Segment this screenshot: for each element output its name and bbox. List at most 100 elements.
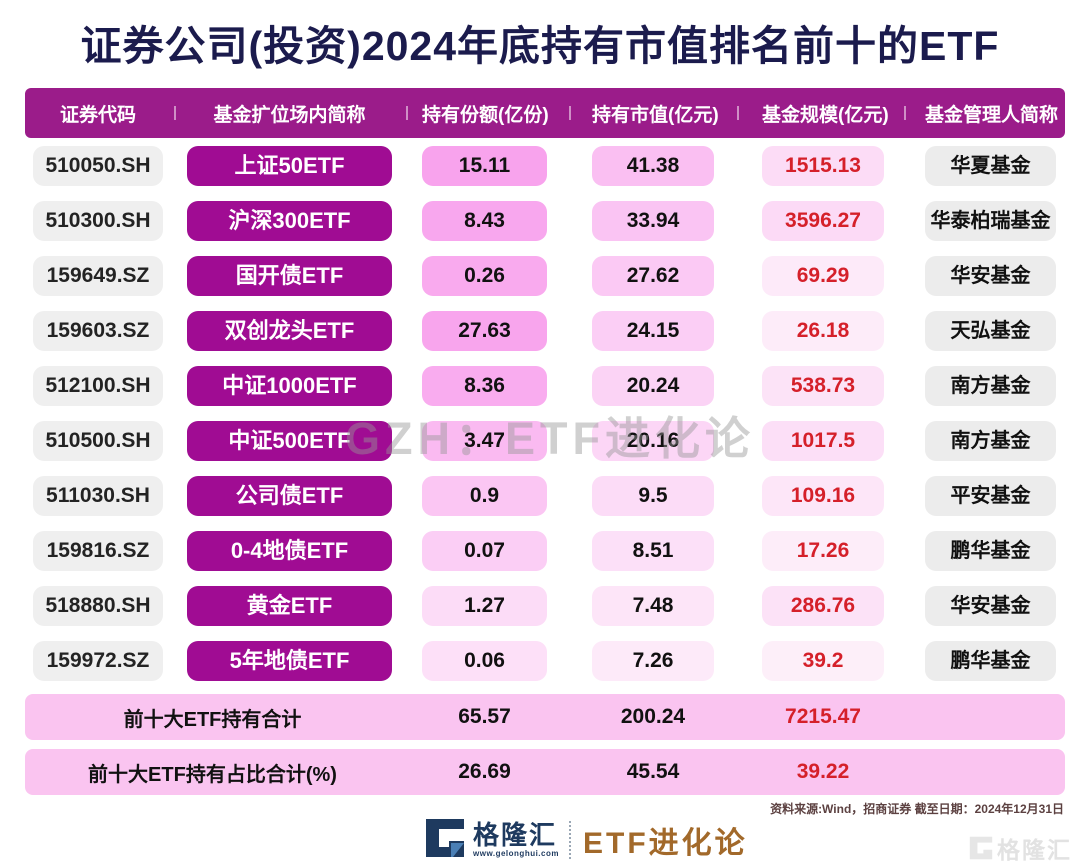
summary-total-shares: 65.57 xyxy=(458,705,511,728)
fund-size-value: 286.76 xyxy=(762,585,884,626)
footer-brand: 格隆汇 www.gelonghui.com ETF进化论 xyxy=(423,816,748,864)
holding-market-value: 41.38 xyxy=(592,145,714,186)
fund-manager: 天弘基金 xyxy=(925,310,1056,351)
table-row: 510050.SH 上证50ETF 15.11 41.38 1515.13 华夏… xyxy=(25,138,1065,193)
table-row: 159603.SZ 双创龙头ETF 27.63 24.15 26.18 天弘基金 xyxy=(25,303,1065,358)
table-row: 159972.SZ 5年地债ETF 0.06 7.26 39.2 鹏华基金 xyxy=(25,633,1065,688)
table-row: 512100.SH 中证1000ETF 8.36 20.24 538.73 南方… xyxy=(25,358,1065,413)
fund-name-badge: 黄金ETF xyxy=(187,585,392,626)
fund-name-badge: 5年地债ETF xyxy=(187,640,392,681)
security-code: 512100.SH xyxy=(33,365,163,406)
fund-name-badge: 公司债ETF xyxy=(187,475,392,516)
brand-text: 格隆汇 www.gelonghui.com xyxy=(473,820,559,859)
summary-total-fund-size: 7215.47 xyxy=(785,705,861,728)
summary-total-market-value: 200.24 xyxy=(620,705,686,728)
summary-total-label: 前十大ETF持有合计 xyxy=(123,708,302,731)
brand-url: www.gelonghui.com xyxy=(473,849,559,858)
fund-manager: 华安基金 xyxy=(925,585,1056,626)
brand-name: 格隆汇 xyxy=(473,820,558,850)
fund-manager: 鹏华基金 xyxy=(925,640,1056,681)
fund-name-badge: 中证1000ETF xyxy=(187,365,392,406)
data-source-note: 资料来源:Wind，招商证券 截至日期：2024年12月31日 xyxy=(770,802,1064,816)
security-code: 511030.SH xyxy=(33,475,163,516)
holding-shares-value: 3.47 xyxy=(422,420,547,461)
security-code: 159972.SZ xyxy=(33,640,163,681)
fund-manager: 南方基金 xyxy=(925,420,1056,461)
fund-manager: 华泰柏瑞基金 xyxy=(925,200,1056,241)
holding-market-value: 27.62 xyxy=(592,255,714,296)
col-header-fund-name: 基金扩位场内简称 xyxy=(213,104,366,126)
holding-market-value: 33.94 xyxy=(592,200,714,241)
summary-row-total: 前十大ETF持有合计 65.57 200.24 7215.47 xyxy=(25,694,1065,740)
fund-size-value: 3596.27 xyxy=(762,200,884,241)
fund-manager: 鹏华基金 xyxy=(925,530,1056,571)
summary-percent-shares: 26.69 xyxy=(458,760,511,783)
fund-manager: 平安基金 xyxy=(925,475,1056,516)
security-code: 510300.SH xyxy=(33,200,163,241)
holding-shares-value: 27.63 xyxy=(422,310,547,351)
summary-row-percent: 前十大ETF持有占比合计(%) 26.69 45.54 39.22 xyxy=(25,749,1065,795)
header-divider xyxy=(174,106,176,120)
corner-watermark: 格隆汇 xyxy=(968,831,1072,865)
security-code: 510050.SH xyxy=(33,145,163,186)
fund-size-value: 538.73 xyxy=(762,365,884,406)
holding-shares-value: 0.26 xyxy=(422,255,547,296)
header-divider xyxy=(406,106,408,120)
holding-shares-value: 8.36 xyxy=(422,365,547,406)
table-row: 159649.SZ 国开债ETF 0.26 27.62 69.29 华安基金 xyxy=(25,248,1065,303)
fund-size-value: 39.2 xyxy=(762,640,884,681)
holding-market-value: 7.48 xyxy=(592,585,714,626)
corner-logo-icon xyxy=(969,836,993,860)
security-code: 159603.SZ xyxy=(33,310,163,351)
corner-watermark-label: 格隆汇 xyxy=(997,837,1072,863)
holding-market-value: 7.26 xyxy=(592,640,714,681)
fund-name-badge: 国开债ETF xyxy=(187,255,392,296)
holding-market-value: 9.5 xyxy=(592,475,714,516)
fund-size-value: 1515.13 xyxy=(762,145,884,186)
etf-table: 证券代码 基金扩位场内简称 持有份额(亿份) 持有市值(亿元) 基金规模(亿元)… xyxy=(25,88,1065,795)
summary-percent-market-value: 45.54 xyxy=(626,760,680,783)
holding-market-value: 20.24 xyxy=(592,365,714,406)
fund-name-badge: 0-4地债ETF xyxy=(187,530,392,571)
fund-manager: 南方基金 xyxy=(925,365,1056,406)
fund-size-value: 1017.5 xyxy=(762,420,884,461)
series-name: ETF进化论 xyxy=(582,827,748,860)
table-row: 510500.SH 中证500ETF 3.47 20.16 1017.5 南方基… xyxy=(25,413,1065,468)
summary-percent-label: 前十大ETF持有占比合计(%) xyxy=(88,763,337,786)
col-header-security-code: 证券代码 xyxy=(59,104,136,126)
fund-size-value: 17.26 xyxy=(762,530,884,571)
header-divider xyxy=(904,106,906,120)
gelonghui-logo-icon xyxy=(423,816,467,865)
col-header-market-value: 持有市值(亿元) xyxy=(592,104,719,126)
table-row: 511030.SH 公司债ETF 0.9 9.5 109.16 平安基金 xyxy=(25,468,1065,523)
security-code: 510500.SH xyxy=(33,420,163,461)
footer-divider xyxy=(568,821,571,859)
holding-market-value: 24.15 xyxy=(592,310,714,351)
fund-name-badge: 上证50ETF xyxy=(187,145,392,186)
summary-percent-fund-size: 39.22 xyxy=(796,760,850,783)
fund-manager: 华夏基金 xyxy=(925,145,1056,186)
table-header: 证券代码 基金扩位场内简称 持有份额(亿份) 持有市值(亿元) 基金规模(亿元)… xyxy=(25,88,1065,138)
fund-name-badge: 沪深300ETF xyxy=(187,200,392,241)
fund-size-value: 109.16 xyxy=(762,475,884,516)
table-row: 518880.SH 黄金ETF 1.27 7.48 286.76 华安基金 xyxy=(25,578,1065,633)
fund-size-value: 26.18 xyxy=(762,310,884,351)
table-rows: 510050.SH 上证50ETF 15.11 41.38 1515.13 华夏… xyxy=(25,138,1065,688)
fund-manager: 华安基金 xyxy=(925,255,1056,296)
table-row: 159816.SZ 0-4地债ETF 0.07 8.51 17.26 鹏华基金 xyxy=(25,523,1065,578)
header-divider xyxy=(737,106,739,120)
security-code: 159816.SZ xyxy=(33,530,163,571)
security-code: 518880.SH xyxy=(33,585,163,626)
fund-name-badge: 双创龙头ETF xyxy=(187,310,392,351)
holding-shares-value: 8.43 xyxy=(422,200,547,241)
holding-shares-value: 0.06 xyxy=(422,640,547,681)
holding-shares-value: 0.9 xyxy=(422,475,547,516)
holding-shares-value: 0.07 xyxy=(422,530,547,571)
col-header-fund-manager: 基金管理人简称 xyxy=(925,104,1059,126)
col-header-holding-shares: 持有份额(亿份) xyxy=(422,104,549,126)
page-title: 证券公司(投资)2024年底持有市值排名前十的ETF xyxy=(80,23,1000,69)
holding-market-value: 8.51 xyxy=(592,530,714,571)
fund-size-value: 69.29 xyxy=(762,255,884,296)
table-row: 510300.SH 沪深300ETF 8.43 33.94 3596.27 华泰… xyxy=(25,193,1065,248)
